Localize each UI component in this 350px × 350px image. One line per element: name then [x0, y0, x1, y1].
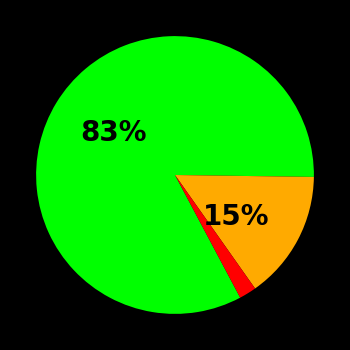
Text: 83%: 83% [80, 119, 146, 147]
Wedge shape [36, 36, 314, 314]
Wedge shape [175, 175, 314, 288]
Text: 15%: 15% [203, 203, 270, 231]
Wedge shape [175, 175, 255, 298]
